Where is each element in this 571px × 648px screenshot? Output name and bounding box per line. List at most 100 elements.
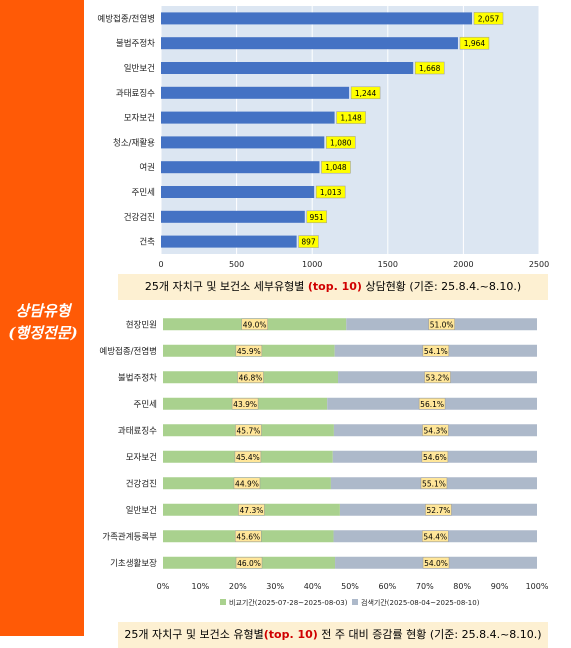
x-tick-label: 2500 <box>529 260 549 269</box>
legend-label-search: 검색기간(2025-08-04~2025-08-10) <box>361 598 480 607</box>
data-label-box <box>428 318 455 330</box>
bar <box>161 111 335 124</box>
x-tick-label: 100% <box>526 582 549 591</box>
data-label-box <box>422 345 450 357</box>
chart1-caption-text: 25개 자치구 및 보건소 세부유형별 <box>144 280 305 293</box>
x-tick-label: 70% <box>416 582 434 591</box>
category-label: 주민세 <box>132 187 155 198</box>
data-label-box <box>298 235 319 248</box>
chart1-caption-date: 상담현황 (기준: 25.8.4.~8.10.) <box>361 280 522 293</box>
legend-swatch-comparison <box>220 599 226 605</box>
x-tick-label: 500 <box>229 260 244 269</box>
data-label-box <box>231 398 259 410</box>
bar <box>161 136 325 149</box>
data-label: 53.2% <box>426 373 450 382</box>
category-label: 건강검진 <box>124 212 155 223</box>
data-label-box <box>315 185 346 199</box>
x-tick-label: 30% <box>266 582 284 591</box>
category-label: 현장민원 <box>126 319 157 330</box>
x-tick-label: 60% <box>379 582 397 591</box>
data-label-box <box>233 477 261 489</box>
chart2-caption-date: 전 주 대비 증감률 현황 (기준: 25.8.4.~8.10.) <box>317 628 542 641</box>
data-label: 47.3% <box>240 506 264 515</box>
data-label: 54.0% <box>424 559 448 568</box>
data-label-box <box>235 345 263 357</box>
category-label: 과태료징수 <box>118 425 157 436</box>
chart2-caption-text: 25개 자치구 및 보건소 유형별 <box>124 628 264 641</box>
category-label: 건축 <box>139 237 155 248</box>
legend-swatch-search <box>352 599 358 605</box>
bar <box>161 186 315 198</box>
data-label: 54.3% <box>424 426 448 435</box>
x-tick-label: 20% <box>229 582 247 591</box>
data-label: 1,244 <box>355 89 377 98</box>
stacked-bar-chart-change-rate: 0% 10% 20% 30% 40% 50% 60% 70% 80% 90% 100% 현장민원 49.… <box>99 318 549 607</box>
data-label: 56.1% <box>420 400 444 409</box>
bar <box>161 12 473 25</box>
x-tick-label: 10% <box>192 582 210 591</box>
data-label-box <box>234 451 262 463</box>
category-label: 주민세 <box>134 399 157 410</box>
x-tick-label: 40% <box>304 582 322 591</box>
data-label-box <box>421 451 449 463</box>
bar <box>161 37 458 50</box>
data-label: 55.1% <box>422 479 446 488</box>
x-tick-label: 1000 <box>302 260 322 269</box>
data-label-box <box>326 136 356 149</box>
chart1-caption: 25개 자치구 및 보건소 세부유형별 (top. 10) 상담현황 (기준: … <box>118 274 548 300</box>
data-label: 54.1% <box>424 347 448 356</box>
chart2-caption-highlight: (top. 10) <box>263 628 318 641</box>
x-tick-label: 0% <box>157 582 170 591</box>
data-label-box <box>422 424 449 436</box>
data-label: 1,080 <box>330 138 352 147</box>
data-label: 54.4% <box>423 532 447 541</box>
data-label-box <box>425 504 452 516</box>
data-label: 45.7% <box>237 426 261 435</box>
category-label: 과태료징수 <box>116 88 155 99</box>
category-label: 예방접종/전염병 <box>99 346 157 357</box>
x-tick-label: 90% <box>491 582 509 591</box>
data-label-box <box>414 61 445 75</box>
data-label-box <box>459 36 490 50</box>
sidebar-label-line1: 상담유형 <box>15 302 71 320</box>
data-label: 1,148 <box>340 114 362 123</box>
data-label-box <box>422 530 449 542</box>
data-label-box <box>235 530 262 542</box>
data-label: 1,013 <box>320 188 342 197</box>
bar-chart-top10-types: 0 500 1000 1500 2000 2500 예방접종/전염병 2,057 불법주정차 1,… <box>97 6 549 269</box>
data-label-box <box>235 424 262 436</box>
sidebar-label-line2: (행정전문) <box>8 324 78 342</box>
data-label: 44.9% <box>235 479 259 488</box>
data-label-box <box>422 557 450 569</box>
sidebar: 상담유형 (행정전문) <box>0 0 84 636</box>
data-label: 897 <box>301 238 316 247</box>
bar <box>161 86 350 99</box>
data-label: 49.0% <box>243 320 267 329</box>
category-label: 예방접종/전염병 <box>97 13 155 24</box>
bar <box>161 210 305 223</box>
category-label: 일반보건 <box>124 63 155 74</box>
chart2-caption: 25개 자치구 및 보건소 유형별(top. 10) 전 주 대비 증감률 현황… <box>118 622 548 648</box>
data-label-box <box>321 160 351 174</box>
data-label: 54.6% <box>423 453 447 462</box>
chart1-caption-highlight: (top. 10) <box>307 280 362 293</box>
data-label-box <box>237 371 264 383</box>
data-label: 43.9% <box>233 400 257 409</box>
data-label-box <box>241 318 268 330</box>
bar <box>161 235 297 248</box>
category-label: 가족관계등록부 <box>102 531 157 542</box>
data-label: 2,057 <box>478 14 500 23</box>
x-tick-label: 0 <box>158 260 163 269</box>
data-label-box <box>336 111 366 124</box>
data-label-box <box>235 557 263 569</box>
x-tick-label: 1500 <box>378 260 398 269</box>
data-label: 45.6% <box>236 532 260 541</box>
data-label: 1,048 <box>325 163 347 172</box>
data-label: 1,668 <box>419 64 441 73</box>
category-label: 청소/재활용 <box>113 137 155 148</box>
data-label-box <box>424 371 451 383</box>
x-tick-label: 2000 <box>453 260 473 269</box>
data-label-box <box>418 398 446 410</box>
category-label: 여권 <box>139 162 155 173</box>
data-label: 46.0% <box>237 559 261 568</box>
